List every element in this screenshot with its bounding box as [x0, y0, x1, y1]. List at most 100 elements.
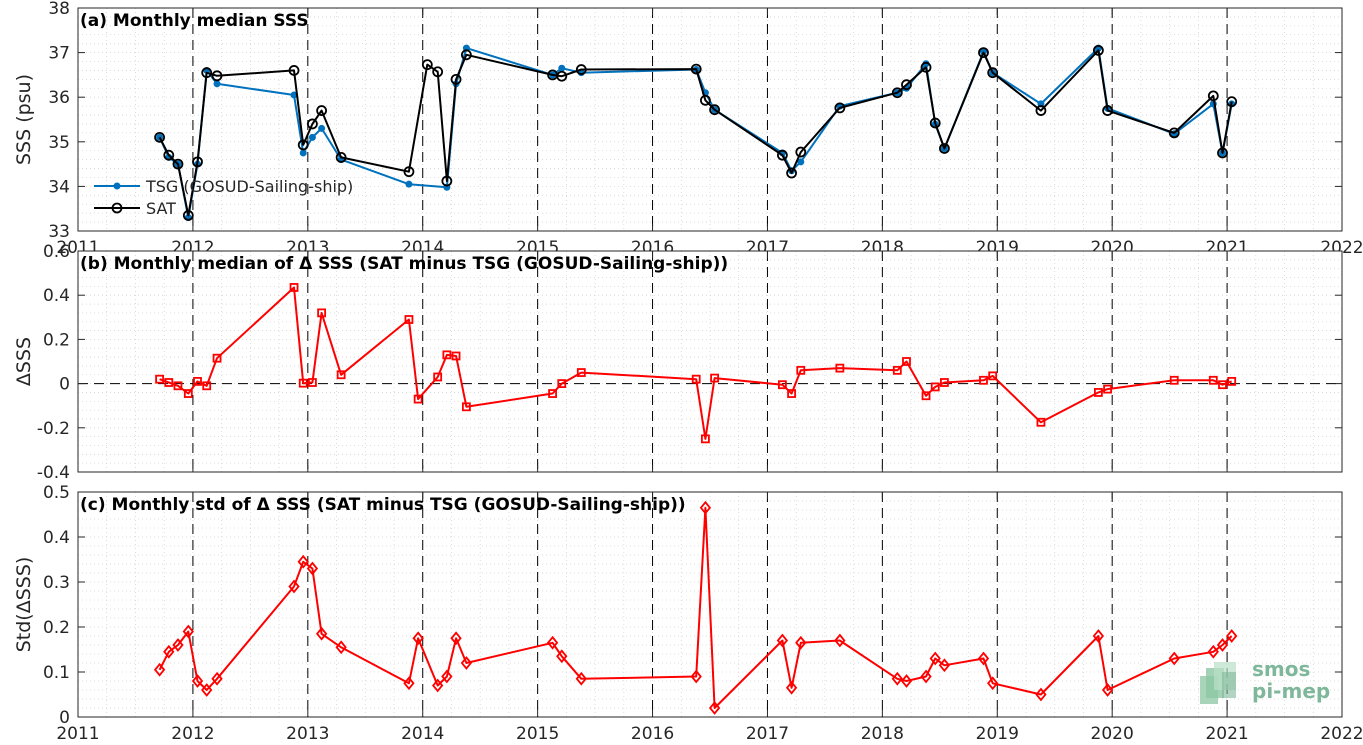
- data-point: [776, 149, 788, 161]
- data-point: [795, 635, 807, 650]
- x-tick-label: 2012: [171, 724, 214, 744]
- legend-label: TSG (GOSUD-Sailing-ship): [145, 177, 353, 196]
- data-point: [548, 389, 557, 398]
- x-tick-label: 2020: [1091, 724, 1134, 744]
- data-point: [318, 124, 326, 132]
- y-tick-label: 0: [59, 375, 70, 395]
- data-point: [403, 676, 415, 691]
- data-point: [307, 118, 318, 130]
- data-point: [920, 61, 932, 73]
- data-point: [1169, 375, 1179, 385]
- data-point: [201, 67, 213, 79]
- data-point: [335, 152, 347, 163]
- data-point: [699, 500, 712, 515]
- data-point: [1093, 388, 1103, 397]
- data-point: [1101, 683, 1114, 697]
- x-tick-label: 2011: [56, 724, 99, 744]
- data-point: [432, 678, 444, 693]
- data-point: [289, 283, 299, 292]
- y-axis-label: ΔSSS: [13, 337, 35, 386]
- y-tick-label: 0.3: [43, 573, 70, 593]
- plot-area: [78, 251, 1342, 472]
- logo-line2: pi-mep: [1252, 679, 1330, 703]
- data-point: [1217, 147, 1228, 159]
- data-point: [786, 167, 797, 179]
- data-point: [441, 669, 453, 684]
- data-point: [315, 626, 328, 641]
- x-tick-label: 2014: [401, 724, 444, 744]
- data-point: [155, 374, 164, 384]
- data-point: [413, 394, 423, 404]
- data-point: [192, 156, 203, 168]
- y-tick-label: 38: [48, 0, 70, 19]
- y-axis-label: Std(ΔSSS): [13, 557, 35, 653]
- data-point: [776, 633, 789, 648]
- legend-label: SAT: [146, 199, 176, 218]
- panel-b: -0.4 -0.2 0 0.2 0.4 0.6 ΔSSS (b) Monthly median…: [13, 242, 1343, 483]
- data-point: [1207, 644, 1219, 659]
- data-point: [211, 671, 223, 686]
- y-tick-label: 34: [48, 177, 70, 197]
- data-point: [191, 674, 204, 688]
- data-point: [834, 102, 846, 114]
- y-tick-label: 0.6: [43, 242, 70, 262]
- legend-marker: [111, 202, 123, 214]
- data-point: [421, 59, 433, 71]
- data-point: [921, 391, 931, 401]
- data-point: [929, 117, 941, 129]
- y-tick-label: 0.4: [43, 528, 70, 548]
- data-point: [1226, 629, 1238, 643]
- data-point: [900, 674, 913, 688]
- data-point: [709, 104, 720, 116]
- data-point: [163, 644, 175, 659]
- data-point: [1208, 375, 1218, 385]
- panel-c: 0 0.1 0.2 0.3 0.4 0.5 2011 2012 2013 2014 2015 2016…: [13, 483, 1363, 744]
- panel-title: (a) Monthly median SSS: [80, 11, 309, 31]
- data-point: [939, 143, 950, 154]
- data-point: [1216, 638, 1229, 652]
- plot-area: [78, 8, 1342, 231]
- data-point: [690, 669, 702, 684]
- x-tick-label: 2018: [861, 724, 904, 744]
- data-point: [979, 375, 988, 385]
- series-line: [158, 506, 1233, 709]
- data-point: [290, 91, 298, 99]
- data-point: [433, 372, 443, 382]
- axes-frame: [77, 250, 1343, 473]
- y-tick-label: 0.5: [43, 483, 70, 503]
- series-line: [158, 49, 1233, 217]
- data-point: [298, 378, 308, 388]
- y-tick-label: 37: [48, 44, 70, 64]
- data-point: [1207, 90, 1219, 102]
- data-point: [336, 370, 346, 380]
- data-point: [1092, 629, 1105, 643]
- x-tick-label: 2021: [1205, 724, 1248, 744]
- y-tick-label: 33: [48, 222, 70, 242]
- x-tick-label: 2016: [631, 724, 674, 744]
- data-point: [891, 671, 903, 686]
- series-1: [154, 44, 1238, 221]
- data-point: [1035, 687, 1047, 702]
- data-point: [172, 638, 184, 652]
- data-point: [920, 669, 932, 684]
- data-point: [432, 66, 444, 78]
- data-point: [182, 209, 194, 221]
- x-tick-label: 2022: [1320, 724, 1363, 744]
- data-point: [1102, 105, 1113, 116]
- data-point: [988, 371, 998, 381]
- data-point: [460, 49, 472, 61]
- data-point: [700, 94, 711, 106]
- y-axis-label: SSS (psu): [13, 74, 35, 165]
- data-point: [1092, 44, 1104, 56]
- data-point: [183, 389, 193, 398]
- data-point: [163, 149, 175, 161]
- data-point: [297, 139, 309, 151]
- x-tick-label: 2015: [516, 724, 559, 744]
- data-point: [308, 133, 316, 141]
- axes-frame: [77, 491, 1343, 718]
- data-point: [978, 47, 989, 58]
- y-tick-label: 0.2: [43, 618, 70, 638]
- y-tick-label: 0: [59, 708, 70, 728]
